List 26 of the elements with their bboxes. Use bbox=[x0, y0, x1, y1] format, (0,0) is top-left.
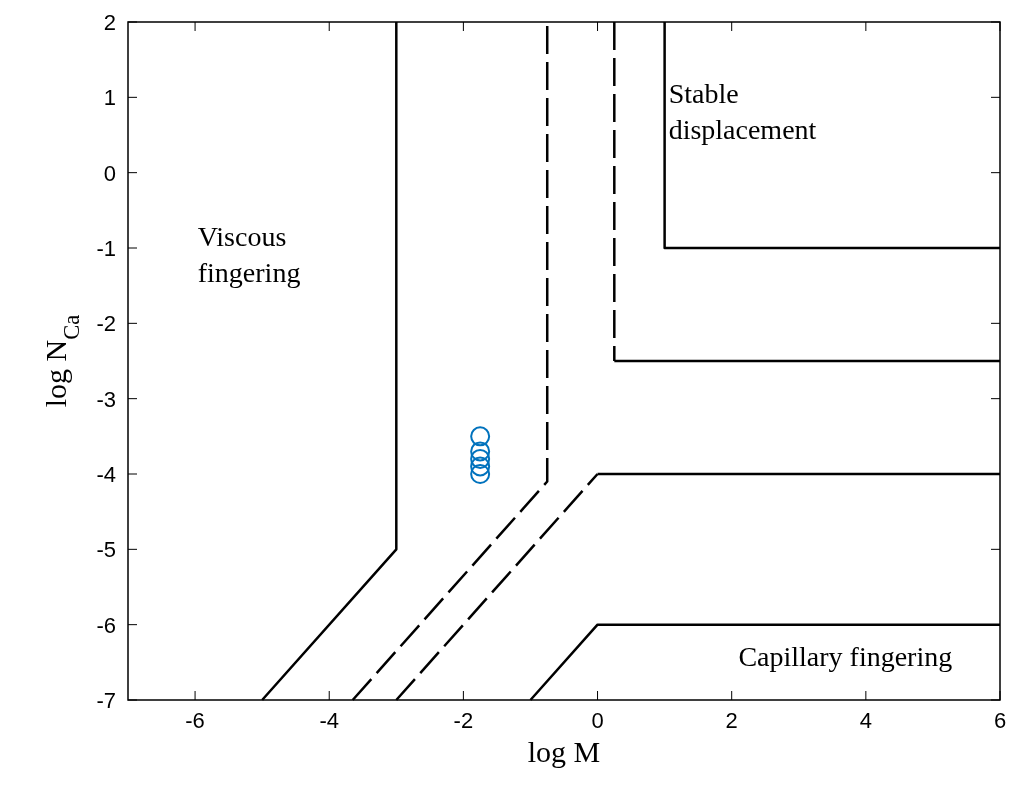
annotation: Capillary fingering bbox=[738, 641, 953, 673]
y-tick-label: 1 bbox=[103, 85, 116, 111]
x-tick-label: 4 bbox=[859, 708, 872, 733]
y-tick-label: 0 bbox=[103, 160, 116, 186]
y-tick-label: -7 bbox=[96, 688, 116, 713]
x-tick-label: -4 bbox=[319, 708, 340, 733]
y-tick-label: -5 bbox=[96, 537, 116, 563]
y-tick-label: 2 bbox=[103, 10, 116, 35]
x-axis-title: log M bbox=[527, 735, 601, 768]
x-tick-label: 0 bbox=[591, 708, 604, 733]
y-tick-label: -2 bbox=[96, 311, 116, 337]
y-tick-label: -1 bbox=[96, 236, 116, 261]
y-tick-label: -3 bbox=[96, 386, 116, 412]
x-tick-label: -6 bbox=[185, 708, 205, 733]
point bbox=[470, 456, 491, 477]
point bbox=[470, 426, 491, 447]
y-tick-label: -4 bbox=[96, 462, 116, 487]
point bbox=[470, 464, 491, 484]
x-tick-label: 6 bbox=[993, 708, 1007, 733]
point bbox=[470, 441, 491, 462]
annotation: Viscous fingering bbox=[197, 220, 301, 288]
x-tick-label: -2 bbox=[453, 708, 474, 733]
annotation: Stable displacement bbox=[668, 78, 817, 146]
x-tick-label: 2 bbox=[725, 708, 738, 733]
y-tick-label: -6 bbox=[96, 612, 116, 638]
point bbox=[470, 448, 491, 469]
